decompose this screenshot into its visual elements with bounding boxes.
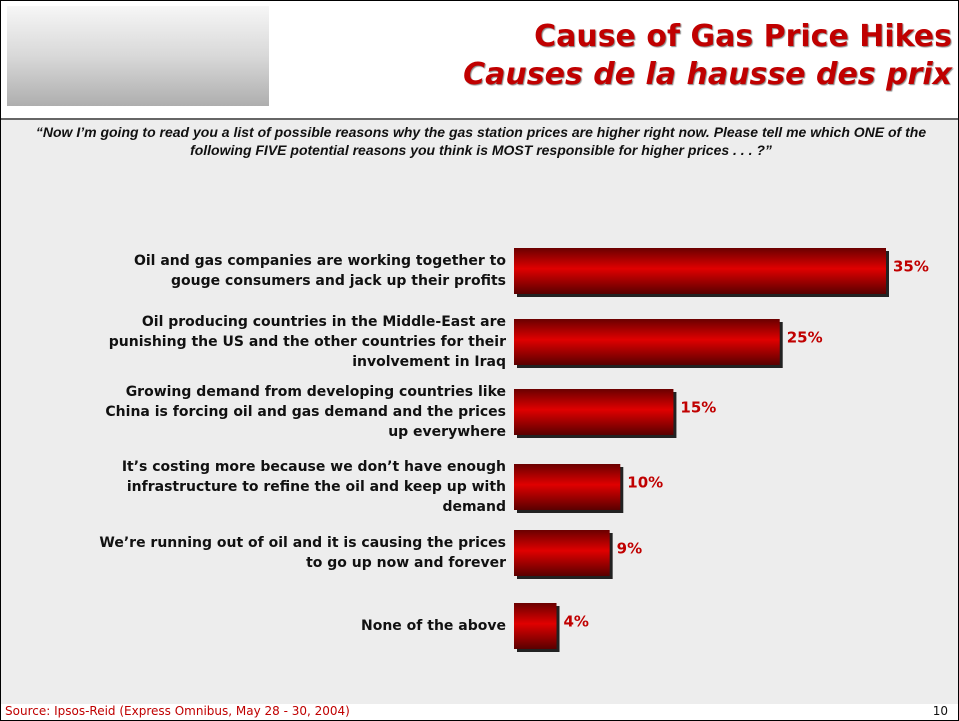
value-label: 9% [617,540,642,558]
bar [514,464,620,510]
bar [514,319,780,365]
slide: Cause of Gas Price Hikes Causes de la ha… [0,0,959,721]
bar [514,530,610,576]
source: Source: Ipsos-Reid (Express Omnibus, May… [5,704,350,718]
category-label: It’s costing more because we don’t have … [86,457,506,517]
value-label: 10% [627,474,663,492]
bar [514,389,673,435]
page-number: 10 [933,704,948,718]
category-label: Growing demand from developing countries… [86,382,506,442]
category-label: Oil producing countries in the Middle-Ea… [86,312,506,372]
value-label: 35% [893,258,929,276]
category-label: We’re running out of oil and it is causi… [86,533,506,573]
value-label: 4% [564,613,589,631]
value-label: 15% [680,399,716,417]
bar [514,248,886,294]
value-label: 25% [787,329,823,347]
category-label: Oil and gas companies are working togeth… [86,251,506,291]
bar [514,603,557,649]
category-label: None of the above [86,616,506,636]
